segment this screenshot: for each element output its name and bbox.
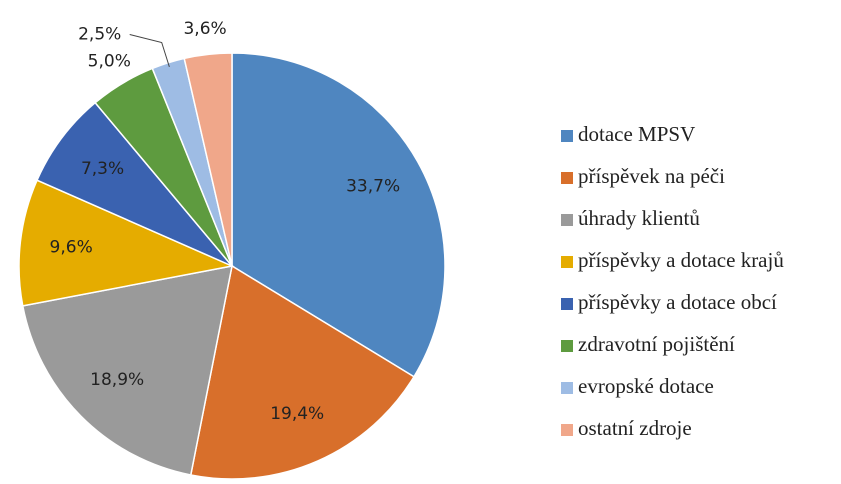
data-label: 33,7%	[346, 177, 400, 197]
data-label: 9,6%	[50, 238, 93, 258]
pie-slice	[18, 179, 235, 307]
legend-label: příspěvky a dotace obcí	[578, 290, 777, 314]
data-label: 7,3%	[81, 159, 124, 179]
leader-line	[129, 34, 170, 68]
pie-slice	[183, 52, 233, 267]
pie-slice	[231, 52, 446, 378]
legend-label: dotace MPSV	[578, 122, 695, 146]
legend-swatch	[561, 382, 573, 394]
legend-label: zdravotní pojištění	[578, 332, 735, 356]
legend-label: příspěvek na péči	[578, 164, 725, 188]
data-label: 19,4%	[270, 404, 324, 424]
data-label: 3,6%	[183, 19, 226, 39]
legend-label: evropské dotace	[578, 374, 714, 398]
legend-swatch	[561, 256, 573, 268]
legend-label: ostatní zdroje	[578, 416, 692, 440]
legend-swatch	[561, 214, 573, 226]
legend-label: úhrady klientů	[578, 206, 700, 230]
legend-swatch	[561, 130, 573, 142]
legend-swatch	[561, 172, 573, 184]
legend-swatch	[561, 340, 573, 352]
pie-slice	[36, 101, 233, 267]
data-label: 2,5%	[78, 24, 121, 44]
data-label: 5,0%	[88, 51, 131, 71]
legend-swatch	[561, 298, 573, 310]
pie-slice	[189, 264, 415, 480]
data-label: 18,9%	[90, 370, 144, 390]
legend-swatch	[561, 424, 573, 436]
legend-label: příspěvky a dotace krajů	[578, 248, 784, 272]
pie-slice	[21, 265, 233, 476]
